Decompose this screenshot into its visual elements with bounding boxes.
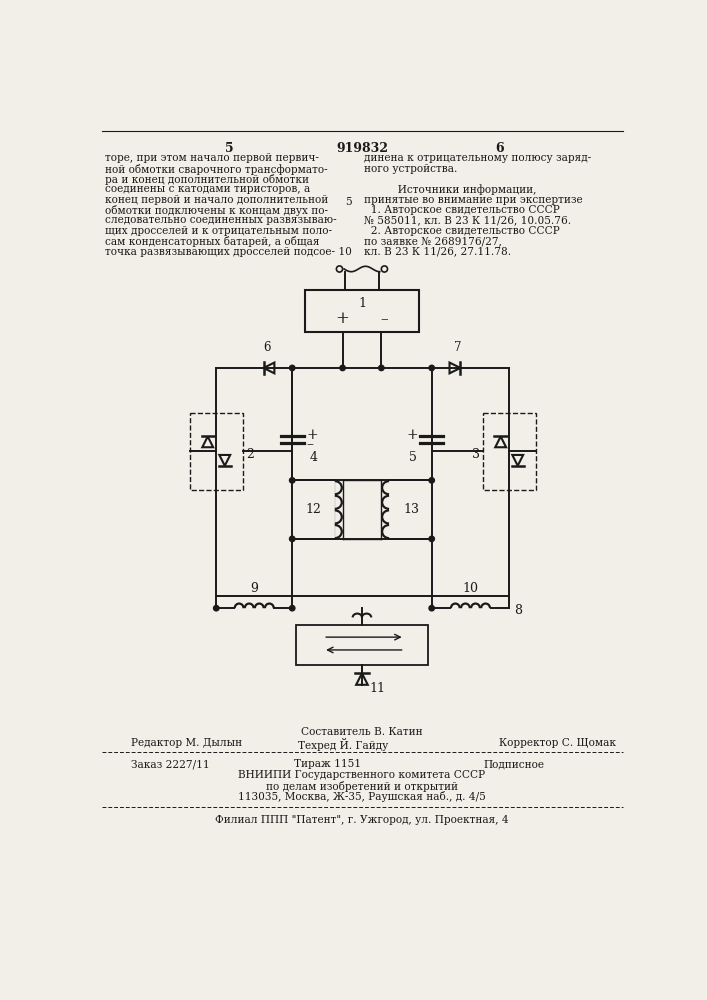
Text: ной обмотки сварочного трансформато-: ной обмотки сварочного трансформато-: [105, 164, 328, 175]
Circle shape: [429, 478, 434, 483]
Text: Источники информации,: Источники информации,: [364, 184, 537, 195]
Text: Составитель В. Катин: Составитель В. Катин: [301, 727, 423, 737]
Circle shape: [289, 478, 295, 483]
Text: Филиал ППП "Патент", г. Ужгород, ул. Проектная, 4: Филиал ППП "Патент", г. Ужгород, ул. Про…: [215, 815, 509, 825]
Text: ного устройства.: ного устройства.: [364, 164, 457, 174]
Circle shape: [214, 605, 219, 611]
Bar: [190, 413, 243, 490]
Text: следовательно соединенных развязываю-: следовательно соединенных развязываю-: [105, 215, 337, 225]
Text: Заказ 2227/11: Заказ 2227/11: [131, 759, 209, 769]
Text: кл. В 23 К 11/26, 27.11.78.: кл. В 23 К 11/26, 27.11.78.: [364, 247, 511, 257]
Text: 1. Авторское свидетельство СССР: 1. Авторское свидетельство СССР: [364, 205, 560, 215]
Text: 6: 6: [495, 142, 503, 155]
Circle shape: [429, 536, 434, 542]
Circle shape: [429, 605, 434, 611]
Text: соединены с катодами тиристоров, а: соединены с катодами тиристоров, а: [105, 184, 310, 194]
Text: Подписное: Подписное: [484, 759, 544, 769]
Text: 1: 1: [358, 297, 366, 310]
Text: динена к отрицательному полюсу заряд-: динена к отрицательному полюсу заряд-: [364, 153, 591, 163]
Text: +: +: [406, 428, 418, 442]
Text: 9: 9: [250, 582, 258, 595]
Text: 919832: 919832: [336, 142, 388, 155]
Text: Редактор М. Дылын: Редактор М. Дылын: [131, 738, 242, 748]
Text: 12: 12: [305, 503, 321, 516]
Bar: [483, 413, 535, 490]
Circle shape: [289, 536, 295, 542]
Circle shape: [289, 365, 295, 371]
Text: 5: 5: [345, 197, 352, 207]
Circle shape: [379, 365, 384, 371]
Text: ВНИИПИ Государственного комитета СССР: ВНИИПИ Государственного комитета СССР: [238, 770, 486, 780]
Text: 4: 4: [310, 451, 318, 464]
Bar: [296, 625, 428, 665]
Text: +: +: [306, 428, 317, 442]
Text: Тираж 1151: Тираж 1151: [293, 759, 361, 769]
Text: сам конденсаторных батарей, а общая: сам конденсаторных батарей, а общая: [105, 236, 320, 247]
Circle shape: [289, 605, 295, 611]
Text: № 585011, кл. В 23 К 11/26, 10.05.76.: № 585011, кл. В 23 К 11/26, 10.05.76.: [364, 215, 571, 225]
Text: принятые во внимание при экспертизе: принятые во внимание при экспертизе: [364, 195, 583, 205]
Text: щих дросселей и к отрицательным поло-: щих дросселей и к отрицательным поло-: [105, 226, 332, 236]
Text: 113035, Москва, Ж-35, Раушская наб., д. 4/5: 113035, Москва, Ж-35, Раушская наб., д. …: [238, 791, 486, 802]
Bar: [305, 290, 419, 332]
Text: по заявке № 2689176/27,: по заявке № 2689176/27,: [364, 236, 502, 246]
Text: 3: 3: [472, 448, 480, 461]
Text: торе, при этом начало первой первич-: торе, при этом начало первой первич-: [105, 153, 320, 163]
Circle shape: [340, 365, 345, 371]
Text: 2: 2: [246, 448, 254, 461]
Text: Корректор С. Щомак: Корректор С. Щомак: [499, 738, 616, 748]
Text: 5: 5: [225, 142, 234, 155]
Text: 8: 8: [514, 604, 522, 617]
Circle shape: [429, 365, 434, 371]
Text: +: +: [336, 310, 349, 327]
Text: точка развязывающих дросселей подсое- 10: точка развязывающих дросселей подсое- 10: [105, 247, 352, 257]
Text: 5: 5: [409, 451, 417, 464]
Text: 7: 7: [453, 341, 461, 354]
Text: 6: 6: [263, 341, 270, 354]
Text: 11: 11: [370, 682, 386, 695]
Text: 2. Авторское свидетельство СССР: 2. Авторское свидетельство СССР: [364, 226, 560, 236]
Text: –: –: [306, 437, 313, 451]
Text: конец первой и начало дополнительной: конец первой и начало дополнительной: [105, 195, 329, 205]
Text: 13: 13: [403, 503, 419, 516]
Text: –: –: [380, 312, 387, 326]
Text: Техред Й. Гайду: Техред Й. Гайду: [298, 738, 388, 751]
Text: обмотки подключены к концам двух по-: обмотки подключены к концам двух по-: [105, 205, 329, 216]
Text: ра и конец дополнительной обмотки: ра и конец дополнительной обмотки: [105, 174, 310, 185]
Text: 10: 10: [462, 582, 479, 595]
Text: по делам изобретений и открытий: по делам изобретений и открытий: [266, 781, 458, 792]
